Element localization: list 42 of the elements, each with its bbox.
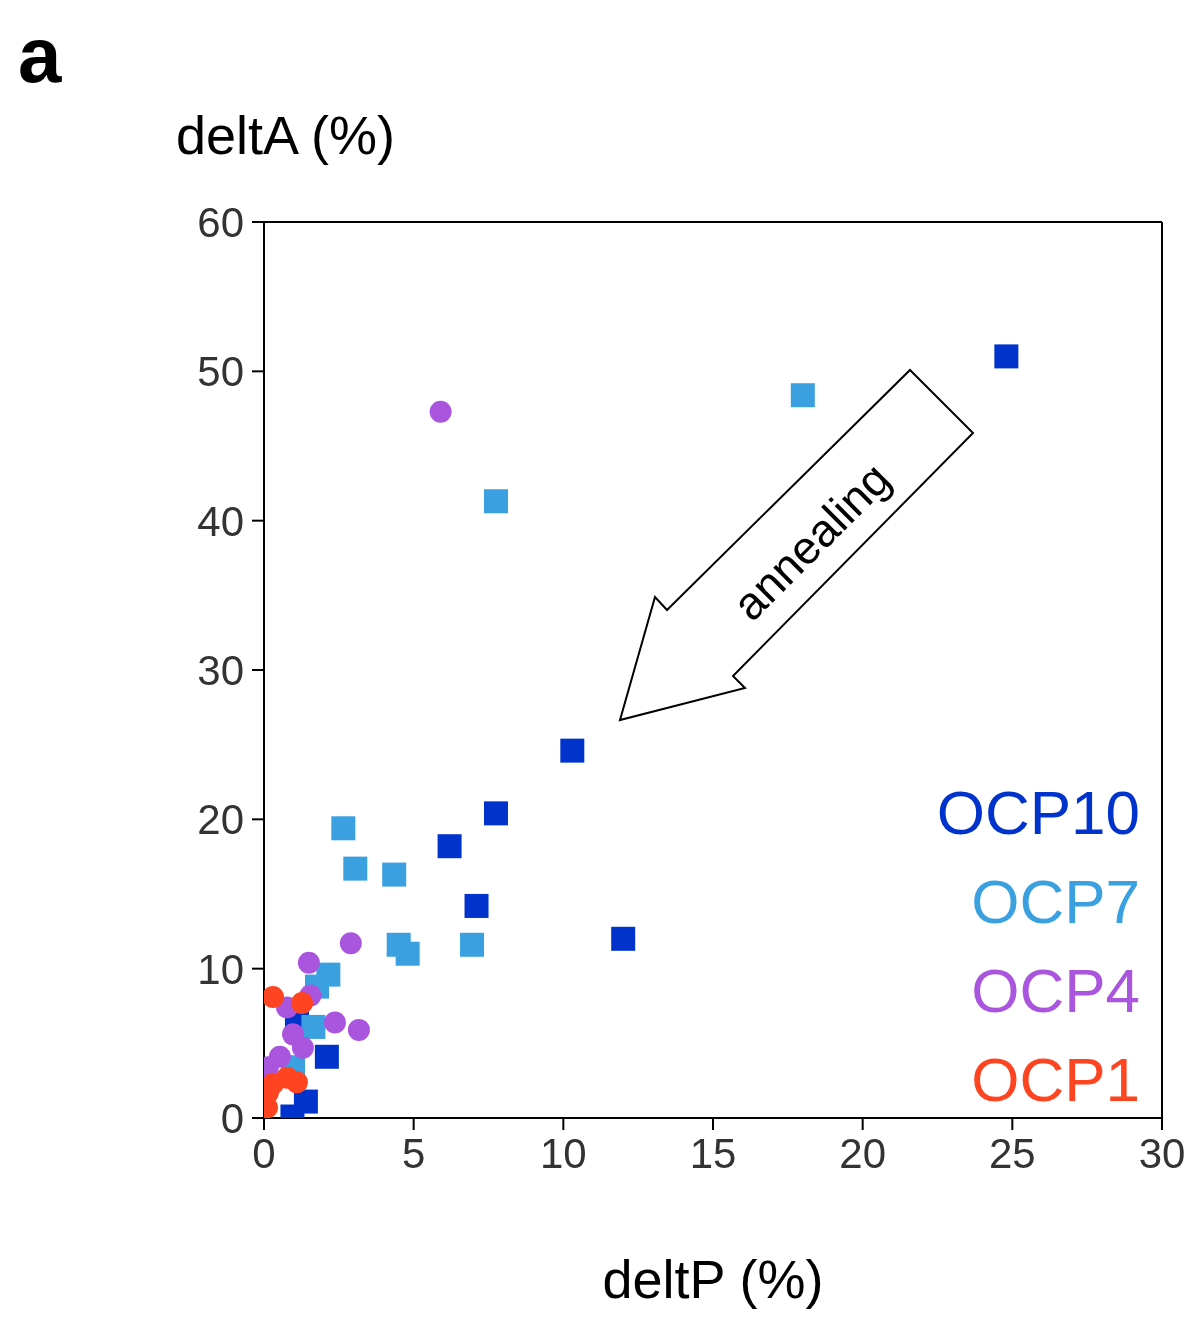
- y-tick-label: 50: [197, 348, 244, 396]
- x-tick-label: 10: [539, 1129, 587, 1177]
- x-tick-label: 5: [401, 1129, 426, 1177]
- point: [560, 738, 585, 763]
- y-tick-label: 30: [197, 646, 244, 694]
- point: [994, 344, 1019, 369]
- y-tick-label: 0: [220, 1094, 244, 1142]
- x-axis-title: deltP (%): [601, 1249, 825, 1309]
- point: [339, 932, 362, 955]
- text: OCP7: [970, 866, 1140, 938]
- text: OCP10: [936, 777, 1140, 849]
- y-axis-title: deltA (%): [176, 105, 396, 165]
- point: [301, 1014, 326, 1039]
- text: OCP4: [970, 955, 1140, 1027]
- x-tick-label: 15: [689, 1129, 737, 1177]
- x-tick-label: 20: [839, 1129, 887, 1177]
- point: [460, 932, 485, 957]
- y-tick-label: 40: [197, 497, 244, 545]
- point: [464, 893, 489, 918]
- y-tick-label: 60: [197, 198, 244, 246]
- x-tick-label: 30: [1138, 1129, 1186, 1177]
- x-tick-label: 0: [252, 1129, 276, 1177]
- point: [331, 816, 356, 841]
- point: [483, 489, 508, 514]
- point: [483, 801, 508, 826]
- point: [429, 400, 452, 423]
- y-tick-label: 20: [197, 796, 244, 844]
- point: [314, 1044, 339, 1069]
- point: [264, 986, 284, 1009]
- point: [611, 926, 636, 951]
- point: [790, 383, 815, 408]
- point: [297, 951, 320, 974]
- point: [347, 1018, 370, 1041]
- point: [291, 1036, 314, 1059]
- x-tick-label: 25: [988, 1129, 1036, 1177]
- y-tick-label: 10: [197, 945, 244, 993]
- point: [343, 856, 368, 881]
- point: [437, 834, 462, 859]
- point: [323, 1011, 346, 1034]
- point: [382, 862, 407, 887]
- text: a: [18, 11, 62, 99]
- text: OCP1: [970, 1044, 1140, 1116]
